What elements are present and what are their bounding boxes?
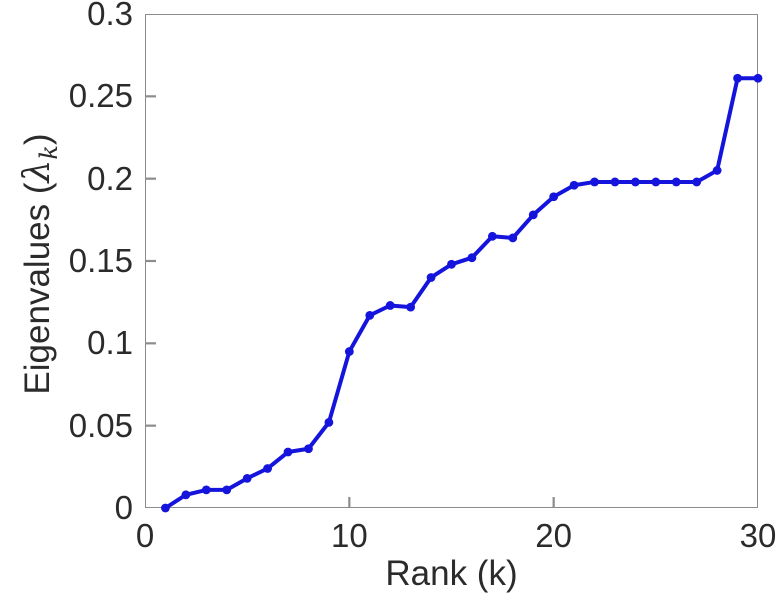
plot-area [145, 14, 758, 508]
y-tick-label: 0.05 [68, 406, 133, 444]
y-tick-label: 0.2 [87, 159, 133, 197]
x-tick-label: 10 [330, 517, 368, 554]
y-tick-label: 0.3 [87, 0, 133, 32]
x-tick-label: 0 [135, 517, 155, 554]
y-axis-title: Eigenvalues (λk) [16, 133, 63, 395]
x-axis-title: Rank (k) [385, 554, 518, 593]
y-tick-label: 0.1 [87, 324, 133, 362]
x-tick-label: 20 [535, 517, 573, 554]
x-tick-label: 30 [739, 517, 777, 554]
x-tick-label-row: 0 10 20 30 [0, 519, 782, 563]
y-tick-label: 0 [114, 489, 133, 526]
y-tick-label: 0.25 [68, 77, 133, 115]
y-tick-label-column: 0 0.05 0.1 0.15 0.2 0.25 0.3 [0, 0, 133, 540]
lambda-subscript: k [34, 145, 63, 160]
lambda-symbol: λ [16, 159, 58, 183]
y-tick-label: 0.15 [68, 242, 133, 279]
y-axis-title-suffix: ) [17, 133, 57, 146]
y-axis-title-prefix: Eigenvalues ( [17, 182, 57, 395]
y-axis-title-wrapper: Eigenvalues (λk) [16, 0, 64, 544]
